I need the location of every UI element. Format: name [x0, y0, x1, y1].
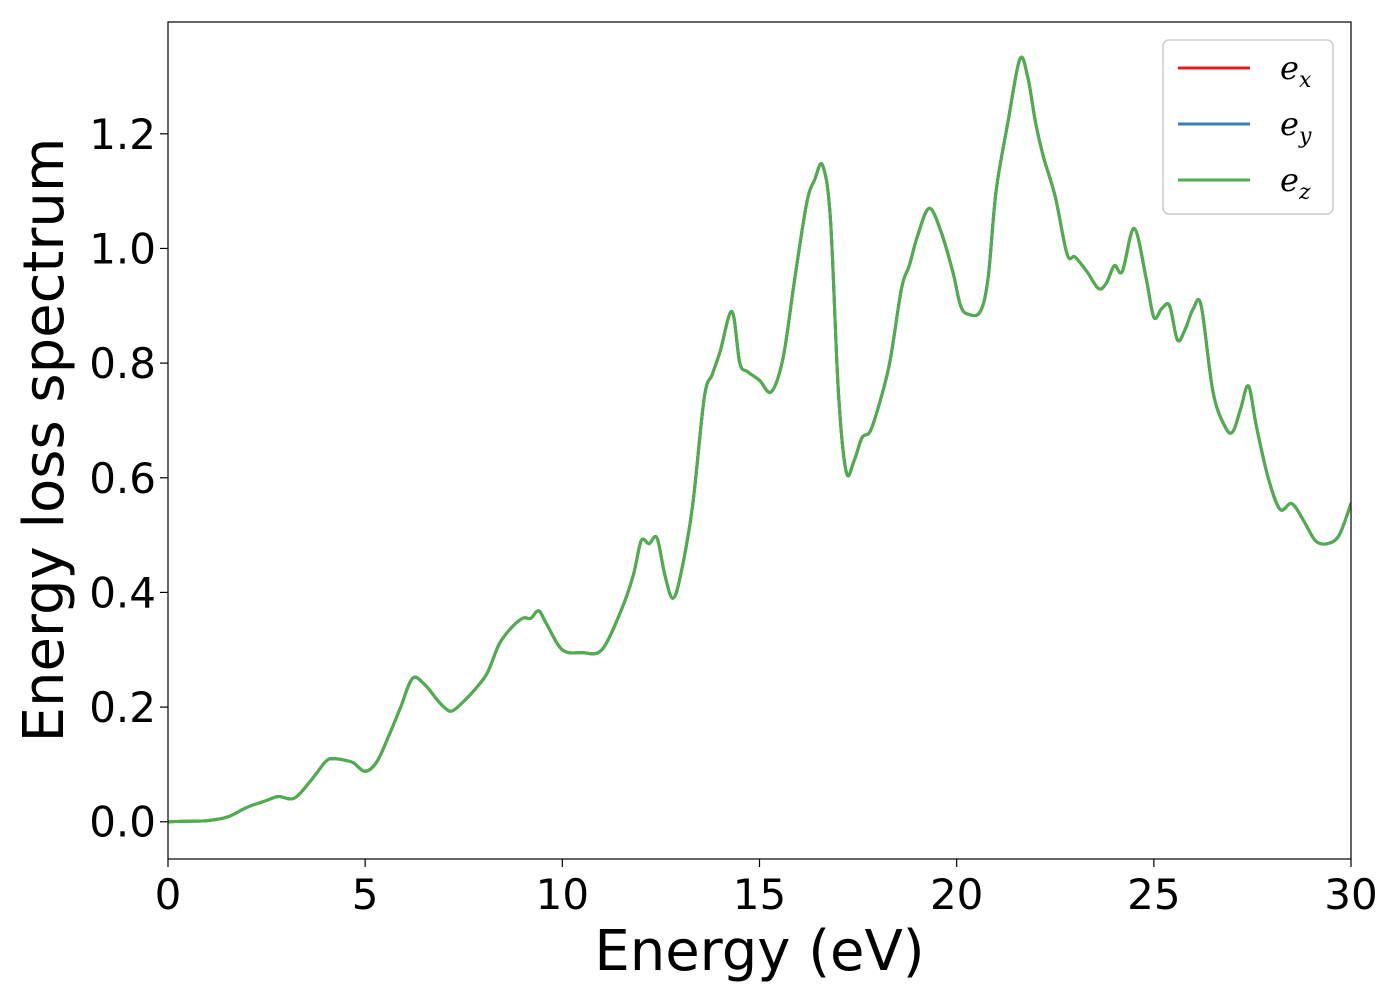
legend-label-z: ez — [1280, 161, 1311, 205]
x-tick-label: 15 — [733, 870, 786, 919]
x-tick-label: 25 — [1127, 870, 1180, 919]
ticks-layer: 0 5 10 15 20 25 30 0.0 0.2 0.4 0.6 0.8 1.0 1.2 — [89, 110, 1378, 919]
x-tick-label: 20 — [930, 870, 983, 919]
x-tick-label: 5 — [352, 870, 379, 919]
y-tick-label: 1.2 — [89, 110, 156, 159]
legend: ex ey ez — [1162, 39, 1334, 215]
y-tick-label: 1.0 — [89, 224, 156, 273]
series-layer — [168, 55, 1351, 824]
legend-box — [1162, 39, 1334, 215]
x-tick-label: 30 — [1324, 870, 1377, 919]
y-tick-label: 0.8 — [89, 339, 156, 388]
x-axis-title: Energy (eV) — [594, 919, 924, 984]
y-tick-label: 0.0 — [89, 798, 156, 847]
legend-label-x: ex — [1280, 49, 1312, 93]
y-tick-label: 0.2 — [89, 683, 156, 732]
series-line-z — [168, 55, 1351, 824]
legend-label-y: ey — [1280, 105, 1312, 149]
x-tick-label: 0 — [155, 870, 182, 919]
y-axis-title: Energy loss spectrum — [12, 138, 77, 743]
x-tick-label: 10 — [536, 870, 589, 919]
y-tick-label: 0.6 — [89, 454, 156, 503]
y-tick-label: 0.4 — [89, 568, 156, 617]
